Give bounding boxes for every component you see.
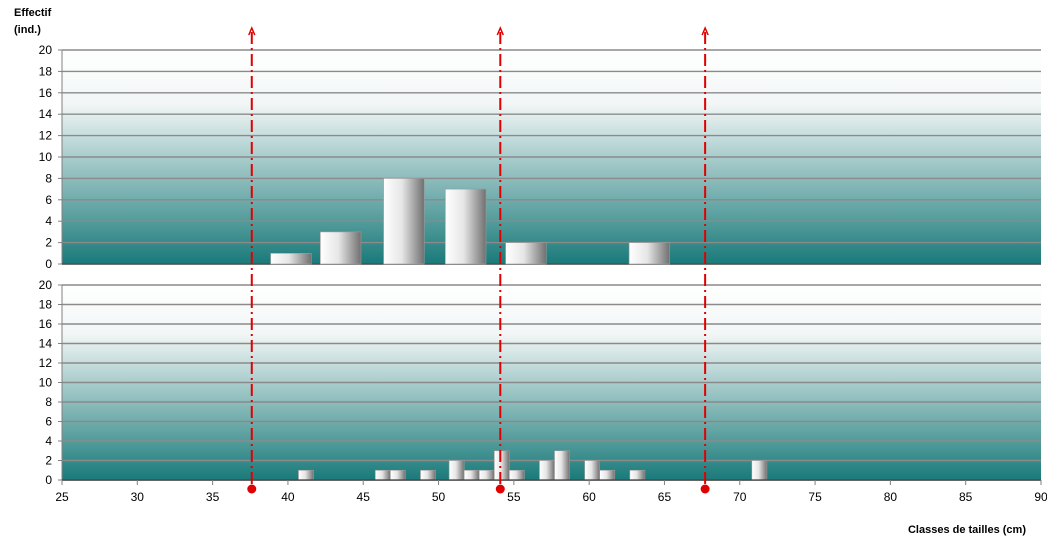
bar: [383, 178, 425, 265]
x-tick-label: 50: [432, 490, 446, 504]
x-tick-label: 45: [357, 490, 371, 504]
y-tick-label: 12: [39, 129, 53, 143]
bar: [509, 469, 525, 481]
reference-lines: [247, 26, 710, 494]
y-tick-label: 0: [45, 473, 52, 487]
y-tick-label: 20: [39, 278, 53, 292]
y-tick-label: 0: [45, 257, 52, 271]
bar: [493, 450, 510, 481]
y-tick-label: 16: [39, 86, 53, 100]
reference-line: [495, 26, 505, 494]
x-tick-label: 80: [884, 490, 898, 504]
reference-dot: [700, 484, 710, 494]
x-tick-label: 25: [55, 490, 69, 504]
bar: [320, 231, 362, 265]
panel-1: 0 2 4 6 8 10 12 14 16 18 20: [39, 43, 1041, 271]
bar: [463, 469, 480, 481]
y-tick-label: 16: [39, 317, 53, 331]
y-tick-label: 6: [45, 193, 52, 207]
arrow-head-icon: [496, 26, 504, 36]
y-tick-label: 20: [39, 43, 53, 57]
bar: [270, 253, 312, 265]
y-tick-label: 14: [39, 107, 53, 121]
bar: [374, 469, 391, 481]
y-tick-label: 18: [39, 64, 53, 78]
y-tick-label: 4: [45, 434, 52, 448]
reference-dot: [495, 484, 505, 494]
y-tick-label: 10: [39, 150, 53, 164]
panel-2: 0 2 4 6 8 10 12 14 16 18 20: [39, 278, 1041, 487]
bar: [445, 188, 487, 265]
bar: [505, 242, 547, 265]
bar: [390, 469, 406, 481]
y-axis-title-line1: Effectif: [14, 7, 52, 19]
y-tick-label: 8: [45, 395, 52, 409]
bar: [629, 469, 646, 481]
bar: [298, 469, 314, 481]
x-axis-title: Classes de tailles (cm): [908, 524, 1026, 536]
x-axis: 25 30 35 40 45 50 55 60 65 70 75 80 85 90: [55, 479, 1047, 504]
bar: [448, 460, 465, 481]
bar: [420, 469, 436, 481]
bar: [554, 450, 570, 481]
bar: [628, 242, 671, 265]
y-tick-label: 12: [39, 356, 53, 370]
chart-panels: 0 2 4 6 8 10 12 14 16 18 20 0 2 4 6 8 10 12 14 16 18 20: [39, 43, 1041, 487]
x-tick-label: 60: [582, 490, 596, 504]
y-tick-label: 2: [45, 236, 52, 250]
x-tick-label: 30: [131, 490, 145, 504]
x-tick-label: 75: [808, 490, 822, 504]
x-tick-label: 85: [959, 490, 973, 504]
x-tick-label: 35: [206, 490, 220, 504]
x-tick-label: 55: [507, 490, 521, 504]
y-tick-label: 10: [39, 376, 53, 390]
arrow-head-icon: [701, 26, 709, 36]
x-tick-label: 65: [658, 490, 672, 504]
reference-dot: [247, 484, 257, 494]
bar: [599, 469, 616, 481]
y-tick-label: 2: [45, 454, 52, 468]
bar: [751, 460, 768, 481]
arrow-head-icon: [248, 26, 256, 36]
y-tick-label: 18: [39, 298, 53, 312]
reference-line: [247, 26, 257, 494]
bar: [539, 460, 555, 481]
bar: [478, 469, 495, 481]
bar: [584, 460, 600, 481]
x-tick-label: 70: [733, 490, 747, 504]
y-axis-title-line2: (ind.): [14, 24, 41, 36]
y-tick-label: 8: [45, 171, 52, 185]
y-tick-label: 6: [45, 415, 52, 429]
x-tick-label: 90: [1034, 490, 1047, 504]
x-tick-label: 40: [281, 490, 295, 504]
y-tick-label: 4: [45, 214, 52, 228]
reference-line: [700, 26, 710, 494]
y-tick-label: 14: [39, 337, 53, 351]
